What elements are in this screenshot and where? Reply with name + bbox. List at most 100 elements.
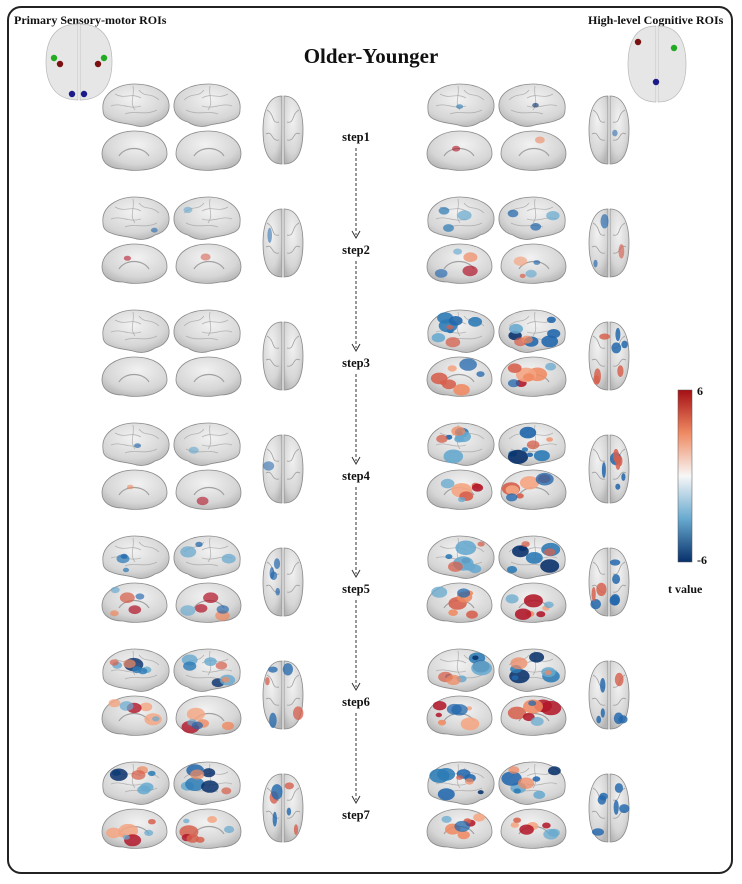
right-hemisphere bbox=[609, 434, 630, 504]
activation-blob bbox=[535, 136, 545, 144]
right-hemisphere bbox=[609, 321, 630, 391]
activation-blob bbox=[506, 566, 518, 574]
activation-blob bbox=[202, 768, 216, 778]
left-hemisphere bbox=[588, 434, 609, 504]
activation-blob bbox=[457, 830, 470, 840]
sulcus-line bbox=[207, 537, 212, 563]
sulcus-line bbox=[286, 358, 301, 367]
activation-blob bbox=[293, 706, 304, 720]
brain-surface bbox=[500, 243, 567, 284]
lateral-brain-view bbox=[102, 196, 170, 240]
sulcus-line bbox=[201, 443, 233, 447]
activation-blob bbox=[119, 592, 135, 603]
activation-blob bbox=[434, 269, 448, 278]
dorsal-brain-view bbox=[588, 95, 630, 165]
sulcus-line bbox=[266, 222, 280, 236]
dorsal-brain-view bbox=[588, 434, 630, 504]
dorsal-brain-view bbox=[588, 773, 630, 843]
sulcus-line bbox=[131, 424, 136, 450]
activation-blob bbox=[611, 342, 622, 354]
sulcus-line bbox=[439, 93, 467, 99]
activation-blob bbox=[263, 461, 275, 471]
medial-brain-view bbox=[175, 356, 242, 397]
activation-blob bbox=[519, 476, 540, 490]
dorsal-brain-view bbox=[588, 660, 630, 730]
activation-blob bbox=[540, 700, 562, 716]
sulcus-line bbox=[612, 109, 626, 123]
brain-surface bbox=[101, 469, 168, 510]
lateral-brain-view bbox=[498, 761, 566, 805]
lateral-brain-view bbox=[173, 83, 241, 127]
sulcus-line bbox=[201, 206, 229, 212]
activation-blob bbox=[521, 447, 529, 452]
activation-blob bbox=[591, 587, 596, 602]
activation-blob bbox=[477, 790, 484, 795]
sulcus-line bbox=[286, 674, 300, 688]
sulcus-line bbox=[266, 335, 280, 349]
activation-blob bbox=[282, 663, 293, 676]
activation-blob bbox=[221, 787, 232, 795]
sulcus-line bbox=[138, 315, 160, 327]
sulcus-line bbox=[265, 132, 280, 141]
brain-surface bbox=[173, 309, 241, 353]
lateral-brain-view bbox=[427, 761, 495, 805]
corpus-callosum bbox=[118, 599, 150, 609]
activation-blob bbox=[454, 820, 470, 832]
activation-blob bbox=[183, 206, 193, 214]
dorsal-brain-view bbox=[262, 660, 304, 730]
left-hemisphere bbox=[262, 321, 283, 391]
lateral-brain-view bbox=[427, 83, 495, 127]
activation-blob bbox=[528, 700, 537, 706]
corpus-callosum bbox=[118, 373, 150, 383]
sulcus-line bbox=[114, 319, 142, 325]
sulcus-line bbox=[266, 674, 280, 688]
lateral-brain-view bbox=[102, 535, 170, 579]
activation-blob bbox=[471, 483, 484, 492]
activation-blob bbox=[207, 816, 217, 823]
sulcus-line bbox=[201, 93, 229, 99]
activation-blob bbox=[109, 659, 119, 666]
medial-brain-view bbox=[426, 469, 493, 510]
arrowhead bbox=[351, 230, 361, 240]
activation-blob bbox=[222, 721, 234, 731]
brain-surface bbox=[175, 130, 242, 171]
activation-blob bbox=[501, 771, 522, 786]
left-hemisphere bbox=[262, 208, 283, 278]
medial-brain-view bbox=[426, 243, 493, 284]
activation-blob bbox=[180, 605, 196, 616]
activation-blob bbox=[453, 248, 462, 255]
lateral-brain-view bbox=[498, 422, 566, 466]
dorsal-brain-view bbox=[588, 321, 630, 391]
dorsal-brain-view bbox=[262, 773, 304, 843]
corpus-callosum bbox=[193, 147, 225, 157]
sulcus-line bbox=[532, 85, 537, 111]
lateral-brain-view bbox=[173, 309, 241, 353]
left-hemisphere bbox=[588, 95, 609, 165]
activation-blob bbox=[216, 605, 229, 614]
arrowhead bbox=[351, 343, 361, 353]
dorsal-brain-view bbox=[588, 547, 630, 617]
step-label: step5 bbox=[342, 582, 370, 596]
sulcus-line bbox=[131, 311, 136, 337]
sulcus-line bbox=[110, 217, 142, 221]
sulcus-line bbox=[265, 245, 280, 254]
step-label: step4 bbox=[342, 469, 370, 483]
medial-brain-view bbox=[101, 469, 168, 510]
activation-blob bbox=[466, 610, 478, 619]
activation-blob bbox=[621, 340, 628, 349]
sulcus-line bbox=[612, 358, 627, 367]
activation-blob bbox=[600, 678, 606, 693]
activation-blob bbox=[546, 316, 556, 323]
activation-blob bbox=[535, 472, 554, 486]
activation-blob bbox=[267, 227, 272, 243]
step-label: step2 bbox=[342, 243, 370, 257]
medial-brain-view bbox=[101, 243, 168, 284]
activation-blob bbox=[201, 780, 219, 793]
activation-blob bbox=[471, 660, 492, 676]
left-hemisphere bbox=[588, 773, 609, 843]
activation-blob bbox=[546, 211, 560, 221]
sulcus-line bbox=[612, 222, 626, 236]
medial-brain-view bbox=[175, 582, 242, 623]
dorsal-brain-view bbox=[262, 547, 304, 617]
